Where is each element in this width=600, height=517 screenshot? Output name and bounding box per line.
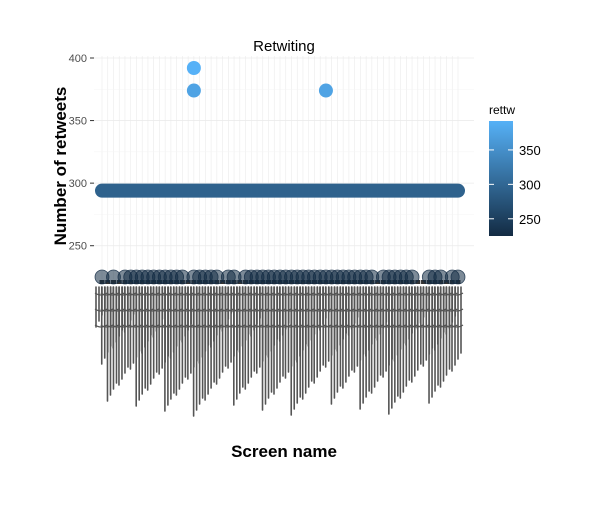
y-tick-label: 250 bbox=[69, 241, 87, 253]
x-tick-labels bbox=[94, 286, 464, 417]
x-tick-mark bbox=[116, 280, 122, 284]
data-points bbox=[94, 61, 466, 285]
data-point-high bbox=[318, 83, 333, 98]
x-tick-mark bbox=[220, 280, 226, 284]
chart-title: Retwiting bbox=[253, 38, 315, 55]
color-legend: rettw 250 300 350 bbox=[489, 103, 541, 236]
x-tick-mark bbox=[237, 280, 243, 284]
y-tick-label: 350 bbox=[69, 116, 87, 128]
x-tick-mark bbox=[185, 280, 191, 284]
y-tick-label: 300 bbox=[69, 178, 87, 190]
legend-color-bar bbox=[489, 121, 513, 236]
x-tick-mark bbox=[421, 280, 427, 284]
data-point bbox=[450, 269, 466, 285]
legend-tick-label: 350 bbox=[519, 143, 541, 158]
point-band bbox=[95, 183, 465, 198]
y-tick-label: 400 bbox=[69, 53, 87, 65]
x-axis-title: Screen name bbox=[231, 442, 337, 461]
legend-title: rettw bbox=[489, 103, 515, 117]
data-point-high bbox=[186, 83, 201, 98]
y-axis-title: Number of retweets bbox=[51, 87, 70, 246]
x-tick-label bbox=[450, 286, 464, 372]
x-tick-mark bbox=[375, 280, 381, 284]
legend-tick-label: 300 bbox=[519, 177, 541, 192]
data-point bbox=[404, 269, 420, 285]
x-tick-label-glyphs bbox=[450, 292, 464, 328]
y-axis: 250 300 350 400 bbox=[69, 53, 94, 253]
data-point-high bbox=[186, 61, 201, 76]
x-tick-mark bbox=[415, 280, 421, 284]
plot-panel bbox=[94, 56, 474, 279]
x-tick-mark bbox=[105, 280, 111, 284]
legend-tick-label: 250 bbox=[519, 212, 541, 227]
x-tick-mark bbox=[444, 280, 450, 284]
